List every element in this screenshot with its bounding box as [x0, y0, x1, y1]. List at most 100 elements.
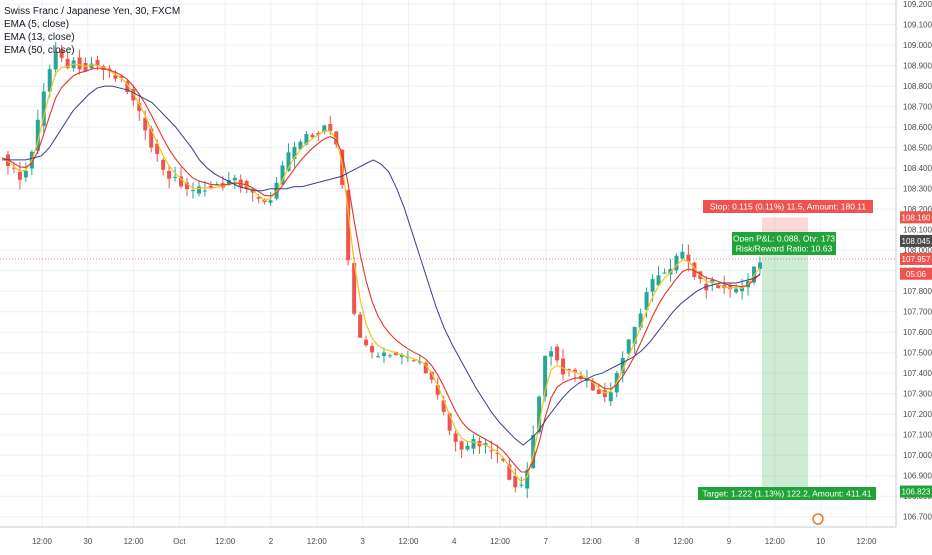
- candle-body[interactable]: [465, 445, 470, 450]
- candle-body[interactable]: [196, 186, 201, 194]
- candle-body[interactable]: [298, 141, 303, 150]
- candle-body[interactable]: [519, 484, 524, 486]
- candle-body[interactable]: [89, 63, 94, 69]
- candle-body[interactable]: [483, 443, 488, 446]
- candle-body[interactable]: [411, 360, 416, 362]
- candle-body[interactable]: [417, 361, 422, 363]
- candle-body[interactable]: [149, 128, 154, 148]
- candle-body[interactable]: [280, 165, 285, 185]
- candle-body[interactable]: [716, 284, 721, 289]
- candle-body[interactable]: [602, 390, 607, 398]
- ema-fast-line[interactable]: [1, 63, 761, 483]
- candle-body[interactable]: [161, 159, 166, 170]
- candle-body[interactable]: [495, 452, 500, 454]
- ema-mid-line[interactable]: [1, 67, 761, 473]
- stop-label-bg[interactable]: [703, 200, 873, 213]
- candle-body[interactable]: [513, 475, 518, 488]
- candle-body[interactable]: [596, 389, 601, 394]
- candle-body[interactable]: [680, 251, 685, 259]
- indicator-ema-slow[interactable]: EMA (50, close): [4, 45, 75, 56]
- candle-body[interactable]: [202, 190, 207, 192]
- candle-body[interactable]: [632, 326, 637, 344]
- candle-body[interactable]: [459, 441, 464, 450]
- candle-body[interactable]: [137, 103, 142, 111]
- candle-body[interactable]: [23, 170, 28, 178]
- candle-body[interactable]: [292, 146, 297, 160]
- candle-body[interactable]: [608, 392, 613, 402]
- candle-body[interactable]: [304, 134, 309, 145]
- candle-body[interactable]: [167, 170, 172, 179]
- candle-body[interactable]: [674, 255, 679, 271]
- candle-body[interactable]: [47, 69, 52, 92]
- candle-body[interactable]: [662, 272, 667, 274]
- candle-body[interactable]: [381, 352, 386, 357]
- candle-body[interactable]: [584, 379, 589, 381]
- indicator-ema-mid[interactable]: EMA (13, close): [4, 32, 75, 43]
- candle-body[interactable]: [429, 371, 434, 380]
- candle-body[interactable]: [572, 369, 577, 373]
- candle-body[interactable]: [107, 68, 112, 71]
- candle-body[interactable]: [453, 433, 458, 442]
- candle-body[interactable]: [95, 60, 100, 66]
- candle-body[interactable]: [393, 351, 398, 356]
- candle-body[interactable]: [53, 51, 58, 70]
- bar-replay-icon[interactable]: [812, 513, 824, 525]
- candle-body[interactable]: [256, 197, 261, 199]
- candle-body[interactable]: [328, 124, 333, 132]
- candle-body[interactable]: [59, 49, 64, 58]
- candle-body[interactable]: [399, 354, 404, 357]
- candle-body[interactable]: [728, 285, 733, 290]
- candle-body[interactable]: [507, 464, 512, 480]
- candle-body[interactable]: [549, 351, 554, 357]
- ema-slow-line[interactable]: [2, 85, 761, 446]
- target-label-bg[interactable]: [698, 487, 876, 500]
- candle-body[interactable]: [155, 143, 160, 154]
- pnl-label-bg[interactable]: [732, 232, 836, 245]
- candle-body[interactable]: [173, 176, 178, 178]
- candle-body[interactable]: [531, 435, 536, 469]
- candle-body[interactable]: [370, 346, 375, 353]
- candle-body[interactable]: [316, 132, 321, 135]
- candle-body[interactable]: [650, 279, 655, 292]
- candle-body[interactable]: [77, 57, 82, 70]
- candle-body[interactable]: [692, 262, 697, 278]
- candle-body[interactable]: [656, 275, 661, 286]
- candle-body[interactable]: [423, 362, 428, 374]
- candle-body[interactable]: [143, 117, 148, 131]
- candle-body[interactable]: [620, 357, 625, 374]
- candle-body[interactable]: [119, 75, 124, 78]
- candle-body[interactable]: [208, 185, 213, 189]
- candle-body[interactable]: [537, 396, 542, 433]
- candle-body[interactable]: [185, 182, 190, 190]
- candle-body[interactable]: [644, 292, 649, 310]
- candle-body[interactable]: [543, 355, 548, 397]
- candle-body[interactable]: [561, 358, 566, 375]
- candle-body[interactable]: [113, 75, 118, 79]
- candle-body[interactable]: [83, 63, 88, 72]
- candle-body[interactable]: [471, 439, 476, 449]
- candle-body[interactable]: [489, 450, 494, 452]
- target-zone[interactable]: [762, 240, 808, 492]
- candle-body[interactable]: [555, 346, 560, 361]
- candle-body[interactable]: [322, 125, 327, 133]
- indicator-ema-fast[interactable]: EMA (5, close): [4, 19, 70, 30]
- candle-body[interactable]: [310, 134, 315, 138]
- candle-body[interactable]: [387, 355, 392, 357]
- candle-body[interactable]: [590, 381, 595, 391]
- candle-body[interactable]: [567, 369, 572, 371]
- candle-body[interactable]: [65, 58, 70, 69]
- candle-body[interactable]: [35, 119, 40, 151]
- candle-body[interactable]: [125, 81, 130, 93]
- candle-body[interactable]: [226, 179, 231, 185]
- candle-body[interactable]: [17, 171, 22, 180]
- candle-body[interactable]: [734, 288, 739, 293]
- candle-body[interactable]: [638, 313, 643, 328]
- candle-body[interactable]: [501, 458, 506, 461]
- candle-body[interactable]: [364, 339, 369, 346]
- candle-body[interactable]: [376, 356, 381, 358]
- candle-body[interactable]: [11, 167, 16, 169]
- candle-body[interactable]: [358, 314, 363, 338]
- ratio-label-bg[interactable]: [732, 242, 836, 255]
